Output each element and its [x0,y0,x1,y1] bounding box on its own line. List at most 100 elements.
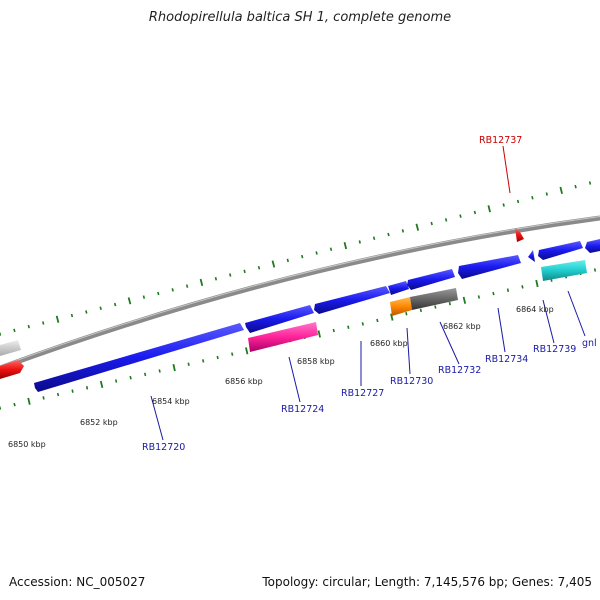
tick-mark [516,199,520,204]
tick-mark [401,229,405,233]
tick-mark [172,364,176,372]
tick-mark [114,379,118,383]
feature-cds-g[interactable] [528,250,535,262]
tick-mark [574,184,577,189]
tick-mark [315,251,318,255]
tick-mark [535,279,539,288]
tick-mark [13,328,16,333]
tick-mark [593,268,597,272]
tick-mark [257,266,261,270]
tick-mark [405,312,408,316]
feature-cds-d[interactable] [388,281,409,295]
tick-mark [13,402,16,407]
tick-label-6852: 6852 kbp [80,418,118,427]
tick-label-6856: 6856 kbp [225,377,263,386]
tick-mark [199,278,204,287]
feature-orange-rb12730[interactable] [390,297,412,316]
tick-mark [42,396,45,400]
tick-mark [372,236,376,240]
tick-mark [317,330,321,338]
feature-cds-h[interactable] [538,241,583,260]
tick-mark [142,295,146,299]
tick-mark [99,380,104,389]
tick-mark [127,297,132,305]
gene-label-rb12727[interactable]: RB12727 [341,388,384,399]
gene-label-rb12730[interactable]: RB12730 [390,376,433,387]
tick-mark [347,325,350,329]
tick-mark [245,347,249,355]
tick-mark [56,392,60,397]
gene-label-gnl[interactable]: gnl [582,338,597,349]
tick-mark [202,359,205,363]
tick-mark [129,375,132,380]
tick-mark [459,214,462,218]
tick-mark [99,306,102,310]
tick-mark [243,269,246,274]
tick-mark [332,328,335,333]
tick-label-6850: 6850 kbp [8,440,46,449]
feature-cds-e[interactable] [407,269,455,290]
feature-cds-b[interactable] [245,305,314,333]
tick-mark [55,315,60,323]
tick-mark [42,321,45,325]
tick-mark [588,181,592,185]
tick-mark [27,324,30,329]
feature-grey-rb12732[interactable] [410,288,458,310]
tick-mark [157,291,160,296]
tick-mark [390,313,394,321]
tick-mark [473,210,477,215]
tick-label-6858: 6858 kbp [297,357,335,366]
feature-cyan-rb12739[interactable] [541,260,587,281]
leader-lines [150,290,586,441]
leader-line-red [502,145,511,194]
tick-mark [444,218,448,222]
tick-mark [27,397,31,405]
feature-cds-i[interactable] [585,239,600,253]
tick-mark [559,186,563,195]
feature-red-rb12737[interactable] [515,228,524,242]
tick-mark [430,221,433,226]
tick-mark [187,362,190,366]
tick-mark [343,241,348,250]
tick-mark [415,223,420,231]
tick-mark [231,352,234,356]
genome-backbone [0,215,600,371]
tick-mark [329,247,333,251]
tick-mark [271,260,276,268]
feature-light-grey[interactable] [0,340,21,356]
tick-mark [85,386,89,390]
gene-label-rb12724[interactable]: RB12724 [281,404,324,415]
tick-label-6864: 6864 kbp [516,305,554,314]
feature-cds-c[interactable] [314,286,390,314]
gene-label-rb12734[interactable]: RB12734 [485,354,528,365]
tick-mark [185,284,189,288]
tick-mark [545,192,548,196]
tick-mark [70,313,74,318]
tick-mark [286,258,289,263]
tick-mark [171,288,174,292]
tick-mark [502,203,505,207]
gene-label-rb12737[interactable]: RB12737 [479,135,522,146]
feature-rna-rb12724[interactable] [248,322,318,352]
feature-cds-f[interactable] [458,255,521,279]
accession-label: Accession: NC_005027 [9,575,146,589]
tick-mark [376,318,379,323]
tick-mark [361,322,364,326]
outer-tick-ring [0,181,592,336]
tick-mark [477,295,481,299]
tick-mark [434,305,437,309]
tick-mark [419,308,422,313]
tick-mark [113,302,117,307]
gene-label-rb12739[interactable]: RB12739 [533,344,576,355]
map-title: Rhodopirellula baltica SH 1, complete ge… [148,10,452,25]
gene-label-rb12732[interactable]: RB12732 [438,365,481,376]
feature-cds-rb12720[interactable] [34,323,244,392]
tick-mark [229,273,232,277]
inner-tick-ring [0,268,597,410]
gene-label-rb12720[interactable]: RB12720 [142,442,185,453]
tick-mark [487,205,491,213]
feature-red-left[interactable] [0,360,24,379]
tick-mark [71,389,74,393]
tick-mark [158,369,161,373]
